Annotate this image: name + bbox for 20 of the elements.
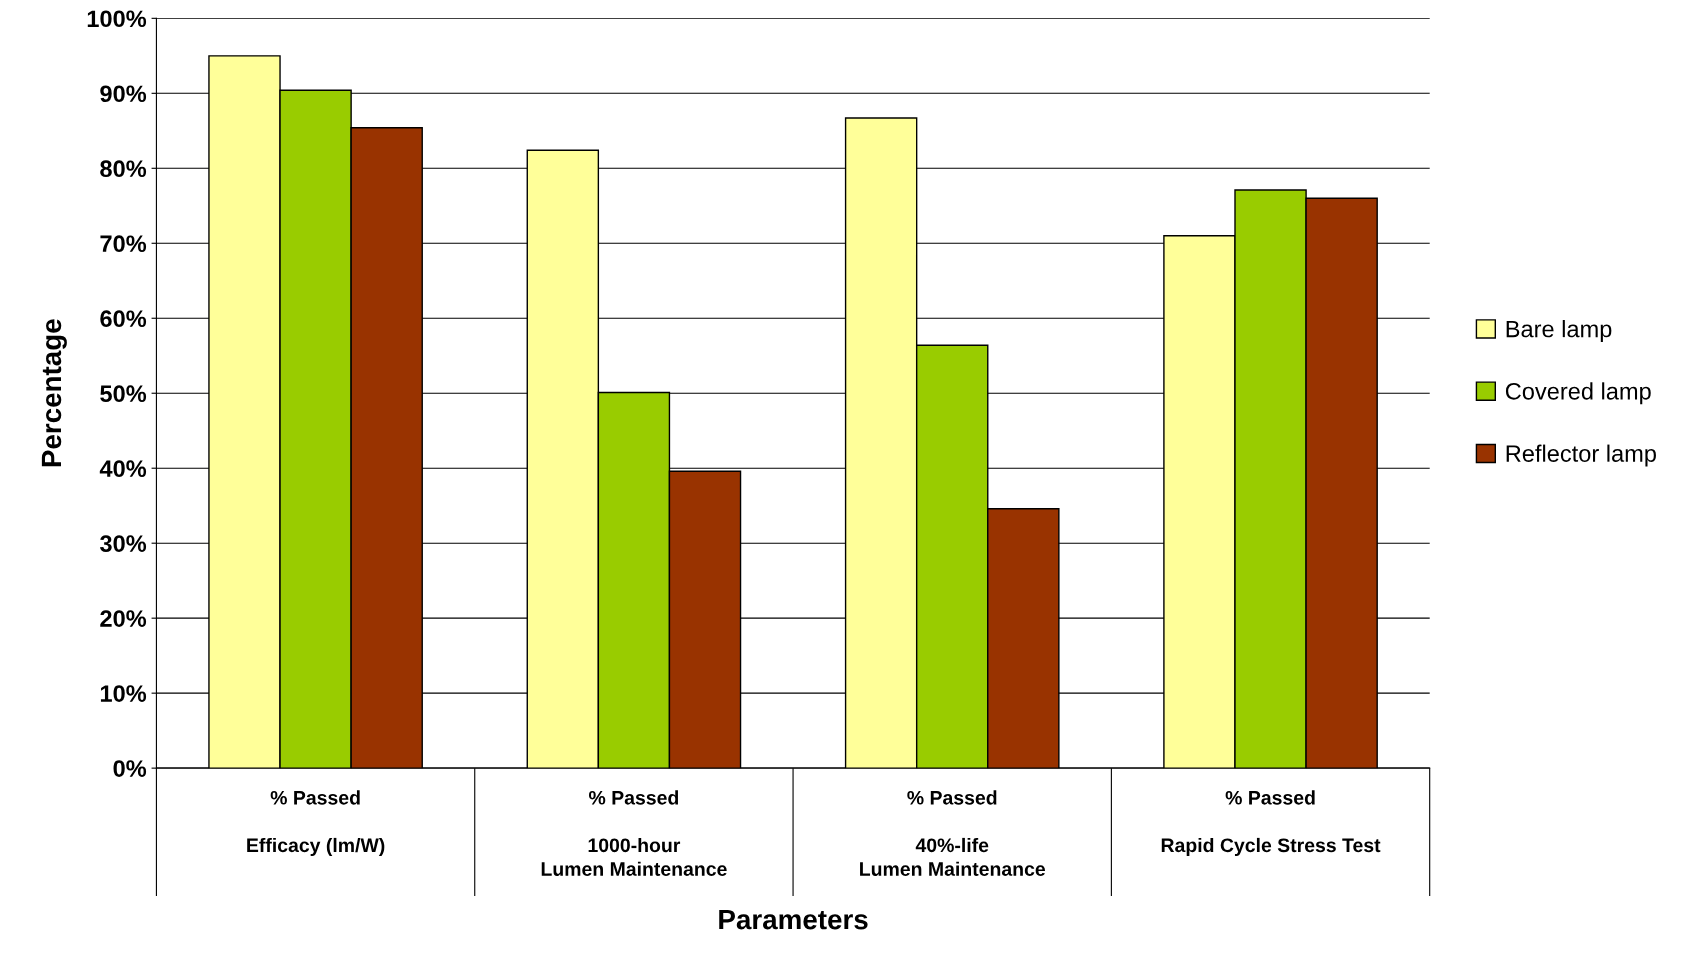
y-tick-label: 60% (100, 310, 147, 328)
category-label: % Passed Rapid Cycle Stress Test (1161, 790, 1381, 857)
legend-label: Covered lamp (1505, 382, 1651, 405)
y-tick-label: 0% (113, 760, 147, 777)
y-tick-label: 30% (99, 535, 147, 553)
category-label: % Passed 40%-life Lumen Maintenance (860, 790, 1046, 876)
y-tick-label: 90% (100, 85, 147, 103)
y-tick-label: 20% (100, 610, 147, 627)
y-tick-label: 70% (100, 235, 147, 253)
y-tick-label: 80% (100, 160, 147, 178)
y-tick-label: 10% (100, 685, 147, 702)
y-tick-label: 50% (100, 385, 147, 403)
y-tick-label: 100% (87, 10, 147, 28)
category-label: % Passed 1000-hour Lumen Maintenance (541, 790, 727, 876)
y-tick-label: 40% (99, 460, 147, 478)
category-label: % Passed Efficacy (lm/W) (247, 790, 385, 857)
x-axis-title: Parameters (719, 909, 868, 930)
legend-label: Bare lamp (1506, 320, 1612, 343)
y-axis-title: Percentage (41, 319, 67, 467)
legend-label: Reflector lamp (1506, 444, 1656, 467)
